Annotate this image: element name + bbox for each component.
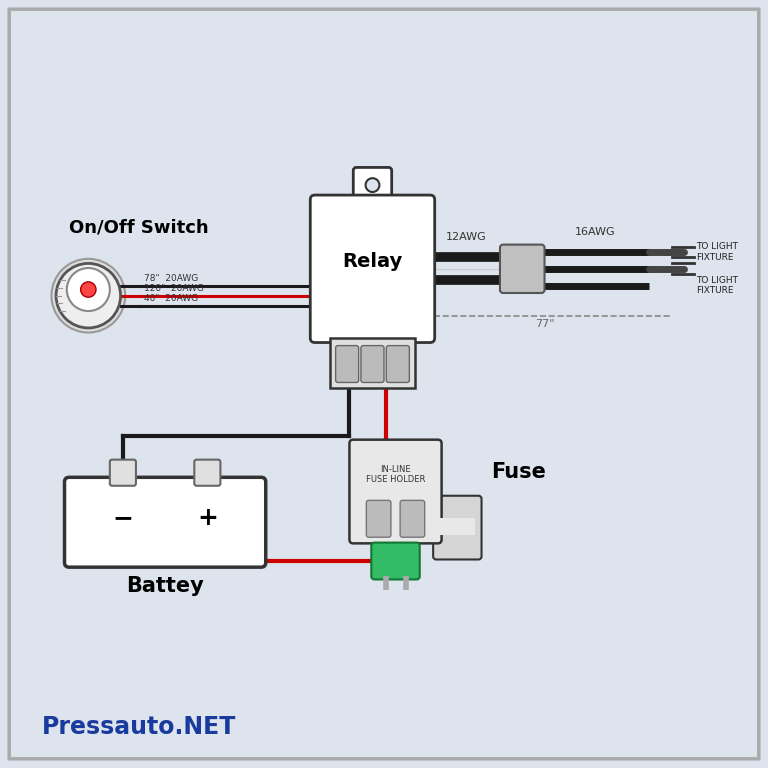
Circle shape — [51, 259, 125, 333]
FancyBboxPatch shape — [194, 459, 220, 485]
Text: On/Off Switch: On/Off Switch — [69, 219, 209, 237]
FancyBboxPatch shape — [65, 477, 266, 567]
Circle shape — [366, 178, 379, 192]
Text: 12AWG: 12AWG — [446, 232, 487, 242]
FancyBboxPatch shape — [110, 459, 136, 485]
Text: TO LIGHT
FIXTURE: TO LIGHT FIXTURE — [697, 242, 739, 262]
Text: 120"  20AWG: 120" 20AWG — [144, 284, 204, 293]
Circle shape — [56, 263, 121, 328]
Circle shape — [67, 268, 110, 311]
Text: IN-LINE
FUSE HOLDER: IN-LINE FUSE HOLDER — [366, 465, 425, 485]
FancyBboxPatch shape — [433, 496, 482, 559]
FancyBboxPatch shape — [500, 244, 545, 293]
FancyBboxPatch shape — [366, 501, 391, 538]
Text: −: − — [112, 506, 134, 531]
Text: +: + — [197, 506, 218, 531]
Circle shape — [81, 282, 96, 297]
FancyBboxPatch shape — [400, 501, 425, 538]
FancyBboxPatch shape — [361, 346, 384, 382]
Text: 77": 77" — [535, 319, 555, 329]
FancyBboxPatch shape — [440, 518, 475, 535]
FancyBboxPatch shape — [372, 542, 419, 579]
Text: Pressauto.NET: Pressauto.NET — [42, 715, 237, 739]
Text: 40"  20AWG: 40" 20AWG — [144, 294, 197, 303]
FancyBboxPatch shape — [9, 9, 759, 759]
Text: Battey: Battey — [126, 576, 204, 597]
FancyBboxPatch shape — [310, 195, 435, 343]
Text: 16AWG: 16AWG — [575, 227, 615, 237]
FancyBboxPatch shape — [330, 338, 415, 388]
Text: 78"  20AWG: 78" 20AWG — [144, 274, 198, 283]
FancyBboxPatch shape — [386, 346, 409, 382]
FancyBboxPatch shape — [336, 346, 359, 382]
FancyBboxPatch shape — [353, 167, 392, 203]
Text: TO LIGHT
FIXTURE: TO LIGHT FIXTURE — [697, 276, 739, 296]
FancyBboxPatch shape — [349, 439, 442, 544]
Text: Fuse: Fuse — [492, 462, 546, 482]
Text: Relay: Relay — [343, 252, 402, 270]
